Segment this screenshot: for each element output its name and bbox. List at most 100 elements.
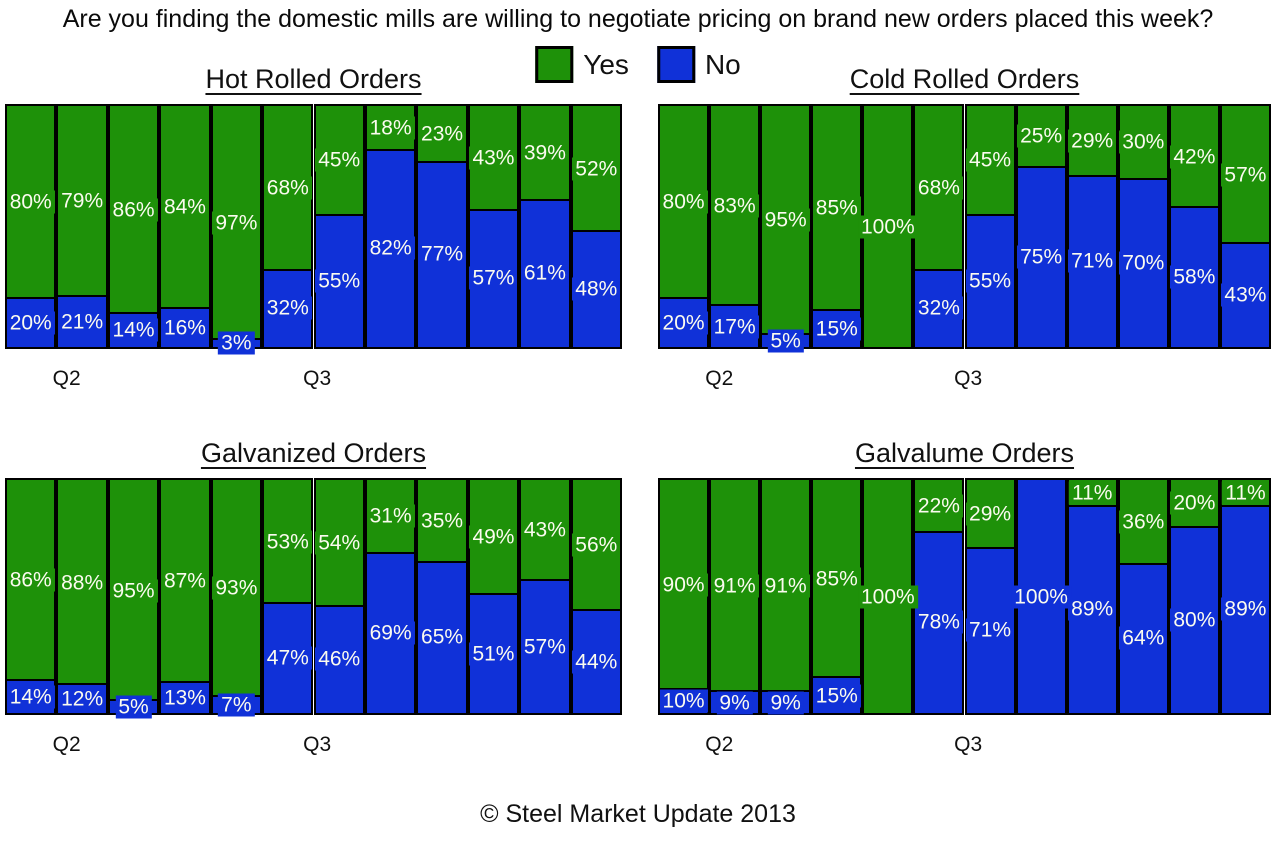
bar-column: 91% 9%: [709, 478, 761, 715]
bar-value-label: 12%: [58, 687, 107, 711]
legend-no-label: No: [704, 48, 741, 80]
bar-value-label: 64%: [1119, 626, 1168, 650]
bar-column: 43% 57%: [467, 104, 520, 349]
bar-value-label: 57%: [469, 266, 518, 290]
bar-column: 11% 89%: [1219, 478, 1271, 715]
bar-value-label: 84%: [160, 195, 209, 219]
bar-value-label: 55%: [966, 269, 1015, 293]
page-title: Are you finding the domestic mills are w…: [62, 5, 1214, 33]
x-tick-q2: Q2: [52, 733, 81, 756]
bar-value-label: 55%: [315, 269, 364, 293]
x-tick-q2: Q2: [52, 367, 81, 390]
bar-value-label: 31%: [366, 504, 415, 528]
bar-value-label: 20%: [6, 311, 55, 335]
bar-value-label: 15%: [812, 317, 861, 341]
bar-value-label: 11%: [1222, 481, 1269, 505]
bar-column: 31% 69%: [364, 478, 417, 715]
bar-value-label: 32%: [914, 296, 963, 320]
bar-value-label: 82%: [366, 236, 415, 260]
bar-column: 57% 43%: [1219, 104, 1271, 349]
bar-column: 85% 15%: [811, 478, 863, 715]
chart-title: Galvalume Orders: [854, 438, 1075, 468]
bar-value-label: 3%: [218, 331, 255, 355]
bar-value-label: 87%: [160, 569, 209, 593]
bar-column: 87% 13%: [159, 478, 211, 715]
bar-value-label: 79%: [58, 189, 107, 213]
bar-value-label: 97%: [212, 211, 261, 235]
bar-value-label: 42%: [1170, 145, 1219, 169]
bar-value-label: 39%: [520, 141, 569, 165]
bar-value-label: 85%: [812, 567, 861, 591]
bar-column: 18% 82%: [364, 104, 417, 349]
bar-column: 39% 61%: [519, 104, 571, 349]
bar-column: 91% 9%: [760, 478, 812, 715]
bar-value-label: 13%: [160, 686, 209, 710]
bar-value-label: 91%: [710, 574, 759, 598]
chart-galvanized: Galvanized Orders 86% 14% 88% 12% 95% 5% 87% 13…: [5, 438, 622, 759]
bar-column: 95% 5%: [760, 104, 812, 353]
bar-value-label: 14%: [109, 318, 158, 342]
chart-title: Hot Rolled Orders: [205, 64, 422, 94]
bar-value-label: 57%: [520, 635, 569, 659]
bar-value-label: 100%: [1011, 585, 1071, 608]
bar-column: 86% 14%: [5, 478, 57, 715]
plot-area: 80% 20% 79% 21% 86% 14% 84% 16% 97% 3% 68% 32% 45% 55…: [5, 104, 622, 355]
bar-value-label: 43%: [1221, 283, 1270, 307]
bar-value-label: 5%: [115, 695, 152, 719]
x-tick-q2: Q2: [705, 367, 734, 390]
chart-galvalume: Galvalume Orders 90% 10% 91% 9% 91% 9% 85% 15% 1…: [658, 438, 1271, 759]
bar-value-label: 80%: [659, 190, 708, 214]
legend-yes-label: Yes: [583, 48, 629, 80]
bar-value-label: 5%: [767, 329, 804, 353]
bar-column: 84% 16%: [159, 104, 211, 349]
bar-value-label: 77%: [418, 242, 467, 266]
plot-area: 86% 14% 88% 12% 95% 5% 87% 13% 93% 7% 53% 47% 54% 46%…: [5, 478, 622, 719]
bar-column: 54% 46%: [313, 478, 365, 715]
bar-value-label: 57%: [1221, 163, 1270, 187]
bar-value-label: 71%: [966, 618, 1015, 642]
bar-value-label: 9%: [716, 691, 753, 714]
bar-value-label: 46%: [315, 647, 364, 671]
bar-column: 49% 51%: [467, 478, 520, 715]
bar-value-label: 22%: [914, 494, 963, 518]
legend: Yes No: [535, 46, 741, 83]
bar-value-label: 68%: [914, 176, 963, 200]
bar-column: 90% 10%: [658, 478, 710, 715]
bar-column: 42% 58%: [1168, 104, 1220, 349]
bar-column: 86% 14%: [107, 104, 160, 349]
bar-column: 97% 3%: [210, 104, 263, 355]
bar-value-label: 45%: [966, 148, 1015, 172]
bar-column: 36% 64%: [1117, 478, 1169, 715]
bar-value-label: 89%: [1221, 597, 1270, 621]
bar-column: 23% 77%: [416, 104, 468, 349]
bar-value-label: 100%: [858, 585, 918, 608]
bar-value-label: 32%: [263, 296, 312, 320]
x-tick-q3: Q3: [954, 733, 983, 756]
bar-column: 30% 70%: [1117, 104, 1169, 349]
x-tick-q2: Q2: [705, 733, 734, 756]
x-tick-q3: Q3: [303, 367, 332, 390]
bar-column: 35% 65%: [416, 478, 468, 715]
bar-column: 56% 44%: [570, 478, 622, 715]
bar-value-label: 56%: [572, 533, 621, 557]
bar-value-label: 20%: [659, 311, 708, 335]
x-axis: Q2 Q3: [658, 367, 1271, 393]
bar-column: 80% 20%: [658, 104, 710, 349]
bar-column: 79% 21%: [56, 104, 108, 349]
x-tick-q3: Q3: [954, 367, 983, 390]
bar-column: 11% 89%: [1066, 478, 1118, 715]
bar-column: 43% 57%: [519, 478, 571, 715]
bar-value-label: 14%: [6, 685, 55, 709]
chart-title: Galvanized Orders: [200, 438, 427, 468]
legend-yes-swatch: [535, 46, 574, 83]
bar-value-label: 52%: [572, 157, 621, 181]
bar-value-label: 61%: [520, 261, 569, 285]
bar-value-label: 80%: [6, 190, 55, 214]
bar-column: 83% 17%: [709, 104, 761, 349]
bar-column: 20% 80%: [1168, 478, 1220, 715]
chart-title: Cold Rolled Orders: [849, 64, 1080, 94]
plot-area: 80% 20% 83% 17% 95% 5% 85% 15% 100% 68% 32% 45% 55% 2…: [658, 104, 1271, 353]
legend-no-swatch: [656, 46, 695, 83]
bar-value-label: 100%: [858, 215, 918, 238]
